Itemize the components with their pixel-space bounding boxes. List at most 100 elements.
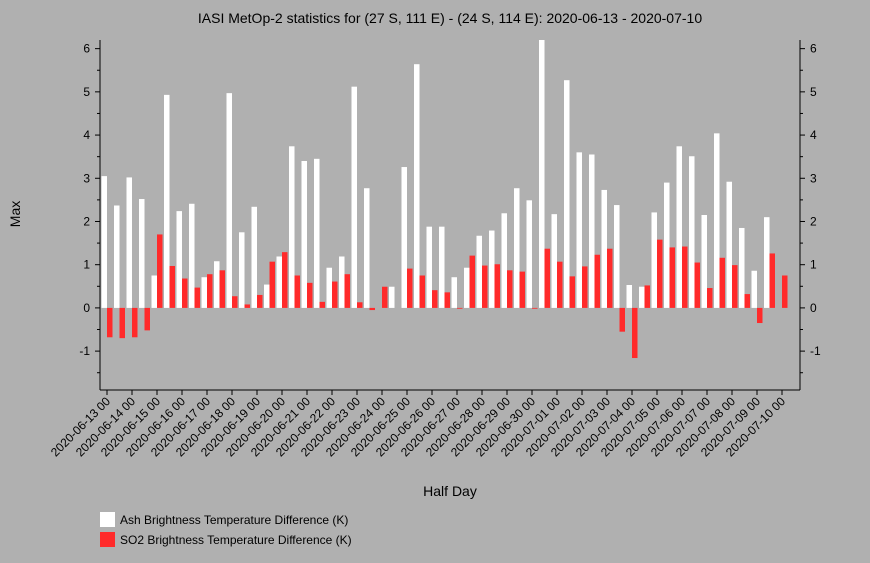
so2-bar-34: [532, 307, 538, 309]
ash-bar-17: [314, 158, 320, 308]
so2-bar-24: [407, 268, 413, 308]
so2-bar-48: [707, 288, 713, 308]
ash-bar-29: [464, 267, 470, 308]
so2-bar-8: [207, 274, 213, 308]
so2-bar-14: [282, 252, 288, 308]
ash-bar-34: [526, 200, 532, 308]
ash-bar-19: [339, 256, 345, 308]
ash-bar-37: [564, 80, 570, 308]
so2-bar-40: [607, 248, 613, 308]
so2-bar-39: [594, 254, 600, 308]
legend-label-ash: Ash Brightness Temperature Difference (K…: [120, 512, 349, 527]
ash-bar-53: [764, 217, 770, 308]
ash-bar-5: [164, 94, 170, 308]
ash-bar-20: [351, 86, 357, 308]
ash-bar-10: [226, 93, 232, 308]
ash-bar-42: [626, 285, 632, 308]
ash-bar-45: [664, 182, 670, 308]
so2-bar-33: [519, 271, 525, 308]
so2-bar-47: [694, 262, 700, 308]
so2-bar-5: [169, 265, 175, 308]
so2-bar-0: [107, 307, 113, 338]
ash-bar-33: [514, 188, 520, 308]
ash-bar-2: [126, 177, 132, 308]
so2-bar-13: [269, 261, 275, 308]
ash-bar-40: [601, 189, 607, 308]
so2-bar-12: [257, 294, 263, 308]
so2-bar-27: [444, 292, 450, 308]
ash-bar-50: [726, 181, 732, 308]
chart-title: IASI MetOp-2 statistics for (27 S, 111 E…: [198, 10, 702, 26]
so2-bar-31: [494, 264, 500, 308]
so2-bar-44: [657, 239, 663, 308]
ash-bar-31: [489, 230, 495, 308]
y-tick-label-left-7: 6: [83, 42, 90, 56]
ash-bar-4: [151, 275, 157, 308]
so2-bar-26: [432, 290, 438, 308]
legend-item-so2: SO2 Brightness Temperature Difference (K…: [100, 532, 352, 547]
so2-bar-45: [669, 247, 675, 308]
ash-bar-6: [176, 211, 182, 308]
so2-bar-4: [157, 234, 163, 308]
ash-bar-41: [614, 205, 620, 308]
y-tick-label-right-3: 2: [810, 214, 817, 228]
so2-bar-9: [219, 270, 225, 308]
so2-bar-43: [644, 285, 650, 308]
ash-bar-0: [101, 176, 107, 308]
ash-bar-3: [139, 199, 145, 308]
so2-bar-32: [507, 270, 513, 308]
ash-bar-52: [751, 270, 757, 308]
ash-bar-12: [251, 206, 257, 308]
ash-bar-25: [414, 64, 420, 308]
y-tick-label-right-5: 4: [810, 128, 817, 142]
so2-bar-1: [119, 307, 125, 339]
y-tick-label-right-2: 1: [810, 258, 817, 272]
ash-bar-18: [326, 267, 332, 308]
ash-bar-24: [401, 167, 407, 308]
so2-bar-10: [232, 296, 238, 308]
ash-bar-46: [676, 146, 682, 308]
x-axis-label: Half Day: [423, 483, 477, 499]
so2-bar-49: [719, 257, 725, 308]
ash-bar-35: [539, 40, 545, 308]
ash-bar-30: [476, 235, 482, 308]
so2-bar-11: [244, 304, 250, 308]
so2-bar-50: [732, 265, 738, 308]
ash-bar-8: [201, 277, 207, 308]
ash-bar-14: [276, 256, 282, 308]
y-tick-label-left-3: 2: [83, 214, 90, 228]
so2-bar-52: [757, 307, 763, 324]
y-tick-label-right-7: 6: [810, 42, 817, 56]
ash-bar-13: [264, 284, 270, 308]
so2-bar-46: [682, 246, 688, 308]
so2-bar-37: [569, 276, 575, 308]
so2-bar-19: [344, 274, 350, 308]
so2-bar-17: [319, 301, 325, 308]
y-tick-label-left-2: 1: [83, 258, 90, 272]
y-tick-label-right-6: 5: [810, 85, 817, 99]
so2-bar-20: [357, 302, 363, 308]
y-tick-label-left-0: -1: [79, 344, 90, 358]
y-tick-label-left-4: 3: [83, 171, 90, 185]
so2-bar-30: [482, 265, 488, 308]
y-tick-label-right-1: 0: [810, 301, 817, 315]
ash-bar-21: [364, 188, 370, 308]
so2-bar-42: [632, 307, 638, 359]
so2-bar-16: [307, 282, 313, 308]
ash-bar-27: [439, 226, 445, 308]
so2-bar-25: [419, 275, 425, 308]
so2-bar-29: [469, 255, 475, 308]
so2-bar-18: [332, 281, 338, 308]
ash-bar-43: [639, 286, 645, 308]
so2-bar-22: [382, 286, 388, 308]
y-axis-label: Max: [7, 201, 23, 227]
so2-bar-54: [782, 275, 788, 308]
so2-bar-36: [557, 261, 563, 308]
ash-bar-32: [501, 213, 507, 308]
so2-bar-6: [182, 278, 188, 308]
legend-swatch-ash: [100, 512, 115, 527]
ash-bar-11: [239, 232, 245, 308]
ash-bar-28: [451, 277, 457, 308]
